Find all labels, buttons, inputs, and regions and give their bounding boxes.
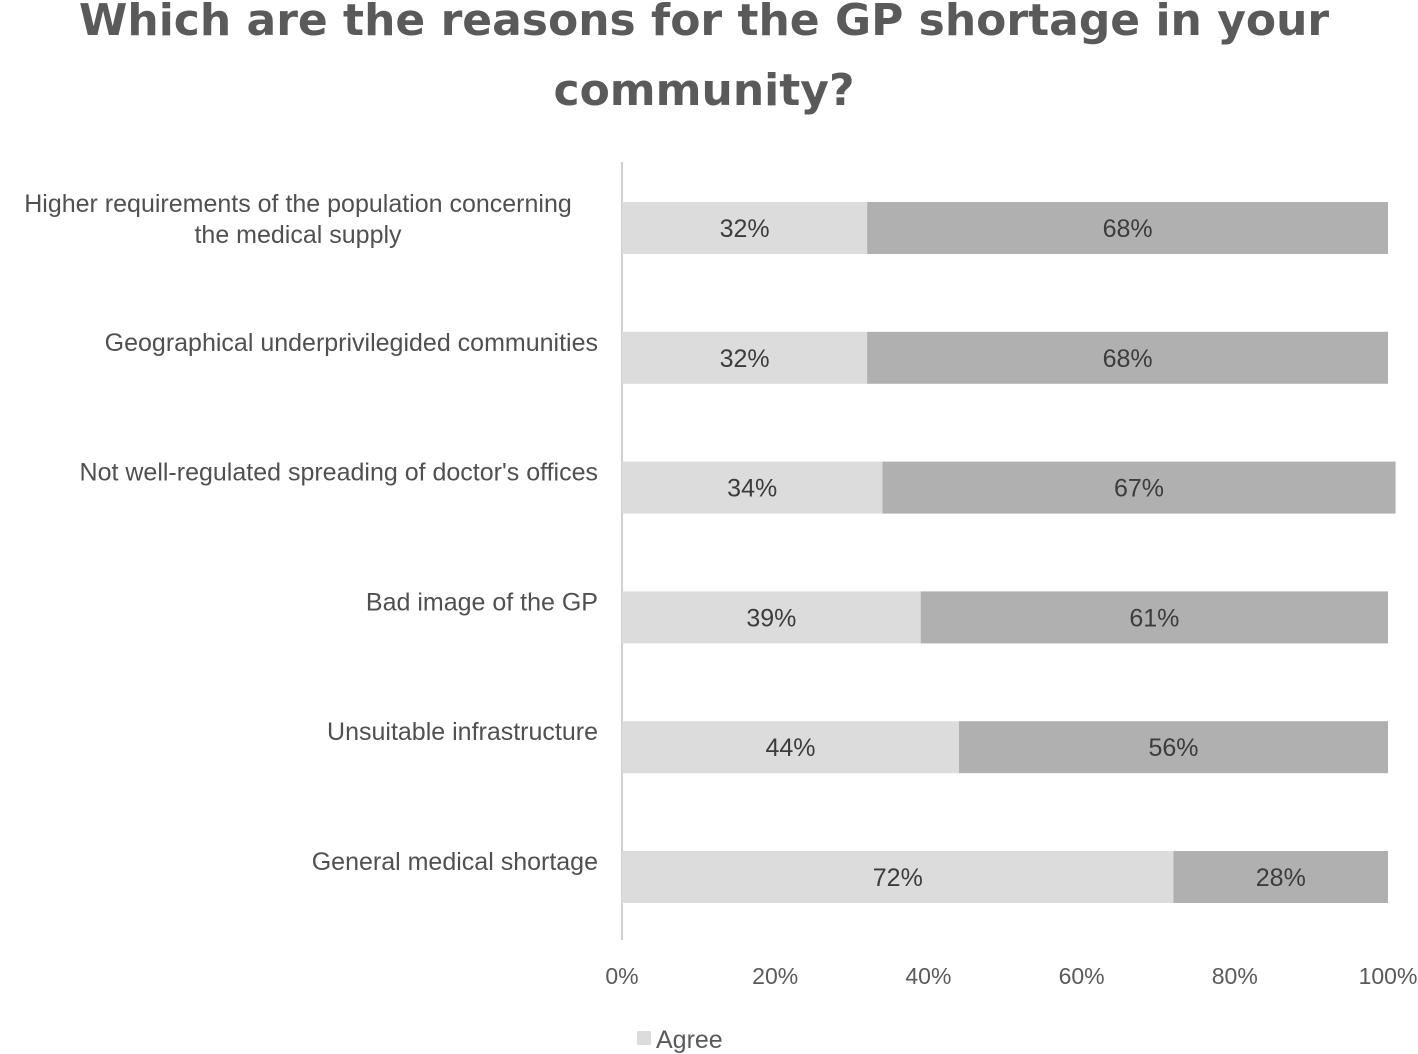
data-label: 32% [720,345,770,373]
data-label: 44% [765,734,815,762]
data-label: 68% [1103,345,1153,373]
data-label: 72% [873,864,923,892]
bar-segment [867,202,1388,254]
data-label: 68% [1103,215,1153,243]
data-label: 32% [720,215,770,243]
data-label: 28% [1256,864,1306,892]
bar-segment [622,591,921,644]
bar-segment [959,721,1388,774]
bar-segment [867,331,1388,384]
chart-title-line: community? [554,65,855,116]
legend-swatch [637,1031,651,1045]
data-label: 56% [1148,734,1198,762]
bar-segment [622,331,868,384]
legend-label: Agree [656,1026,723,1054]
chart-title: Which are the reasons for the GP shortag… [79,0,1330,116]
bar-segment [622,851,1174,903]
x-tick-label: 60% [1059,963,1105,989]
legend: Agree [637,1026,723,1054]
category-label: Geographical underprivilegided communiti… [105,329,598,357]
data-label: 34% [727,475,777,503]
category-label: General medical shortage [312,848,598,876]
bar-segment [622,461,883,514]
category-label: Bad image of the GP [366,588,598,616]
x-axis-ticks: 0% 20% 40% 60% 80% 100% [605,963,1417,989]
chart-title-line: Which are the reasons for the GP shortag… [79,0,1330,46]
category-label: Unsuitable infrastructure [327,718,598,746]
x-tick-label: 80% [1212,963,1258,989]
x-tick-label: 40% [905,963,951,989]
bar-segment [920,591,1388,644]
category-label: Higher requirements of the population co… [24,190,572,218]
bar-segment [882,461,1396,514]
x-tick-label: 100% [1359,963,1418,989]
data-label: 67% [1114,475,1164,503]
bar-segment [1173,851,1388,903]
category-label: Not well-regulated spreading of doctor's… [80,459,598,487]
x-tick-label: 0% [605,963,638,989]
bar-segment [622,721,959,774]
x-tick-label: 20% [752,963,798,989]
category-labels: Higher requirements of the population co… [24,190,598,876]
bar-segment [622,202,868,254]
bars: 32% 68% 32% 68% 34% 67% 39% 61% 44% 56% 72% 28% [622,202,1396,903]
data-label: 39% [746,604,796,632]
category-label: the medical supply [194,221,402,249]
data-label: 61% [1129,604,1179,632]
